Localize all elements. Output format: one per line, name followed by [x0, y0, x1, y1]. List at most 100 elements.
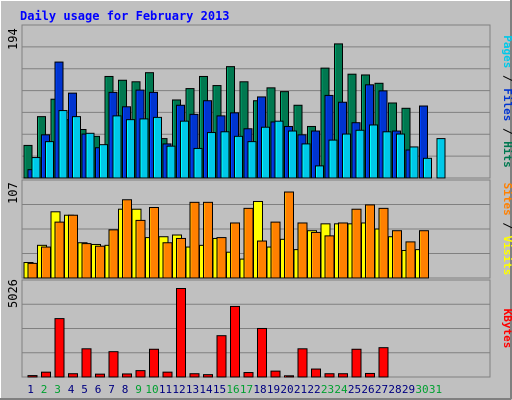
bar-sites-day-10 [149, 206, 159, 279]
day-label-4: 4 [68, 383, 75, 396]
day-label-30: 30 [415, 383, 428, 396]
bar-sites-day-21 [297, 222, 308, 279]
bar-kbytes-day-3 [54, 318, 65, 378]
bar-pages-day-16 [234, 135, 243, 179]
day-label-24: 24 [334, 383, 348, 396]
day-label-5: 5 [81, 383, 88, 396]
day-label-14: 14 [199, 383, 213, 396]
day-label-27: 27 [375, 383, 388, 396]
bar-pages-day-28 [396, 133, 405, 179]
bar-pages-day-21 [301, 143, 311, 179]
bar-pages-day-15 [220, 131, 230, 179]
bar-kbytes-day-1 [27, 375, 38, 378]
legend-sites: Sites [501, 183, 512, 216]
bar-pages-day-31 [436, 138, 446, 179]
bar-sites-day-4 [68, 214, 78, 279]
day-label-9: 9 [135, 383, 142, 396]
bar-sites-day-26 [365, 204, 375, 279]
day-label-23: 23 [321, 383, 334, 396]
bar-pages-day-6 [99, 144, 108, 179]
bar-sites-day-2 [41, 246, 51, 279]
bar-pages-day-17 [247, 141, 257, 179]
bar-sites-day-19 [270, 221, 281, 279]
bar-pages-day-8 [126, 119, 135, 179]
bar-sites-day-20 [284, 191, 294, 279]
bar-pages-day-29 [409, 146, 419, 179]
day-label-6: 6 [95, 383, 102, 396]
bar-pages-day-7 [112, 115, 122, 179]
day-label-16: 16 [226, 383, 239, 396]
day-label-21: 21 [294, 383, 307, 396]
bar-pages-day-26 [369, 124, 378, 179]
legend-visits: Visits [501, 236, 512, 276]
bar-sites-day-30 [419, 230, 429, 279]
bar-pages-day-18 [261, 126, 270, 179]
legend-kbytes: KBytes [501, 309, 512, 349]
day-label-3: 3 [54, 383, 61, 396]
bar-pages-day-13 [193, 147, 203, 179]
bar-kbytes-day-12 [176, 287, 186, 378]
day-label-28: 28 [388, 383, 401, 396]
bar-pages-day-24 [342, 133, 351, 179]
bar-sites-day-13 [189, 201, 200, 279]
bar-pages-day-4 [72, 116, 81, 179]
bar-kbytes-day-17 [243, 372, 254, 378]
bar-pages-day-19 [274, 120, 284, 179]
day-label-25: 25 [348, 383, 361, 396]
panel-legend: Pages / Files / Hits [501, 35, 512, 168]
bar-sites-day-3 [54, 221, 65, 279]
panel-visits-max-label: 107 [6, 182, 20, 204]
bar-kbytes-day-5 [81, 348, 92, 378]
bar-sites-day-8 [122, 199, 132, 279]
bar-pages-day-5 [85, 132, 95, 179]
day-label-11: 11 [159, 383, 172, 396]
day-label-19: 19 [267, 383, 280, 396]
bar-pages-day-12 [180, 120, 189, 179]
bar-pages-day-23 [328, 139, 338, 179]
bar-sites-day-24 [338, 222, 348, 279]
bar-sites-day-27 [378, 207, 389, 279]
legend-files: Files [501, 88, 512, 121]
bar-kbytes-day-4 [68, 373, 78, 378]
day-label-13: 13 [186, 383, 199, 396]
panel-kbytes-max-label: 5026 [6, 279, 20, 308]
bar-kbytes-day-11 [162, 371, 173, 378]
panel-legend: Sites / Visits [501, 183, 512, 276]
day-label-1: 1 [27, 383, 34, 396]
day-label-2: 2 [41, 383, 48, 396]
day-label-7: 7 [108, 383, 115, 396]
bar-kbytes-day-2 [41, 371, 51, 378]
day-label-8: 8 [122, 383, 129, 396]
bar-pages-day-11 [166, 145, 176, 179]
bar-sites-day-1 [27, 262, 38, 279]
bar-kbytes-day-18 [257, 327, 267, 378]
bar-sites-day-5 [81, 243, 92, 279]
bar-pages-day-27 [382, 131, 392, 179]
bar-kbytes-day-14 [203, 374, 213, 378]
bar-kbytes-day-9 [135, 370, 146, 378]
bar-sites-day-22 [311, 231, 321, 279]
bar-kbytes-day-13 [189, 373, 200, 378]
day-label-12: 12 [172, 383, 185, 396]
panel-hits-max-label: 194 [6, 28, 20, 50]
bar-pages-day-9 [139, 118, 149, 179]
bar-sites-day-25 [351, 208, 362, 279]
day-label-22: 22 [307, 383, 320, 396]
chart-title: Daily usage for February 2013 [20, 9, 230, 23]
bar-pages-day-1 [31, 157, 41, 179]
bar-kbytes-day-26 [365, 372, 375, 378]
day-label-26: 26 [361, 383, 374, 396]
panel-legend: KBytes [501, 309, 512, 349]
bar-kbytes-day-23 [324, 373, 335, 378]
bar-pages-day-10 [153, 116, 162, 179]
bar-kbytes-day-16 [230, 305, 240, 378]
bar-sites-day-28 [392, 230, 402, 279]
bar-kbytes-day-21 [297, 348, 308, 378]
bar-kbytes-day-22 [311, 368, 321, 378]
bar-pages-day-14 [207, 132, 216, 179]
legend-pages: Pages [501, 35, 512, 68]
day-label-10: 10 [145, 383, 158, 396]
bar-pages-day-2 [45, 141, 54, 179]
day-label-31: 31 [429, 383, 442, 396]
